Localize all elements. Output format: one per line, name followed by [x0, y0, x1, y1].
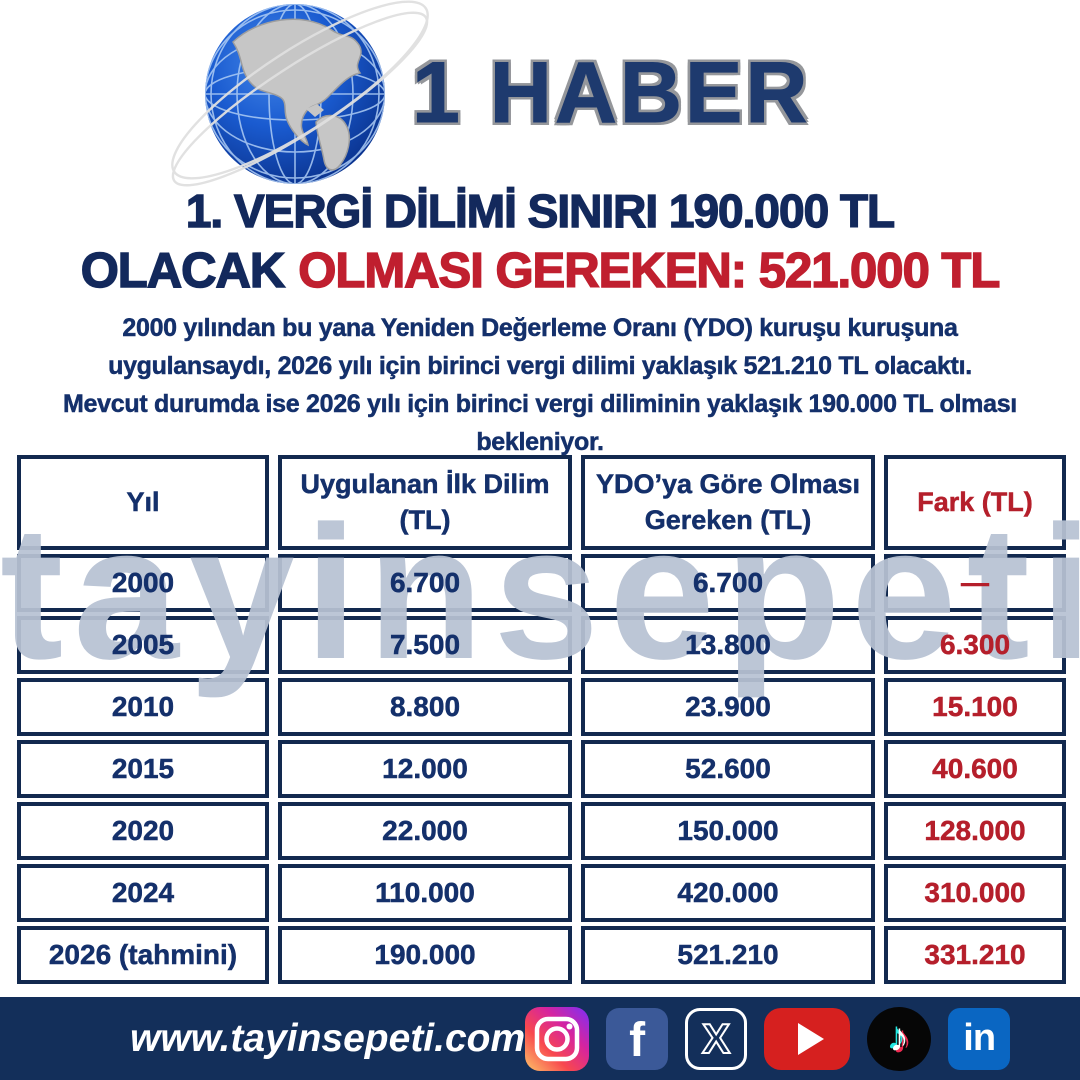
headline-line1: 1. VERGİ DİLİMİ SINIRI 190.000 TL — [185, 184, 896, 237]
value-cell-text: 128.000 — [924, 815, 1026, 847]
value-cell-text: 12.000 — [382, 753, 468, 785]
year-cell: 2020 — [17, 802, 269, 860]
value-cell: 110.000 — [278, 864, 572, 922]
headline-line2-prefix: OLACAK — [80, 243, 286, 299]
value-cell-text: 23.900 — [685, 691, 771, 723]
year-cell-text: 2005 — [111, 629, 175, 661]
facebook-glyph: f — [629, 1014, 646, 1067]
value-cell-text: 13.800 — [685, 629, 771, 661]
value-cell-text: — — [961, 567, 990, 599]
value-cell: 13.800 — [581, 616, 875, 674]
year-cell-text: 2010 — [111, 691, 175, 723]
value-cell: 15.100 — [884, 678, 1066, 736]
website-url[interactable]: www.tayinsepeti.com — [130, 1016, 526, 1060]
social-icons: f X ♪ in — [525, 1006, 1011, 1071]
column-header-text: Fark (TL) — [917, 486, 1033, 518]
value-cell: — — [884, 554, 1066, 612]
value-cell: 6.700 — [278, 554, 572, 612]
value-cell: 8.800 — [278, 678, 572, 736]
value-cell: 52.600 — [581, 740, 875, 798]
year-cell-text: 2015 — [111, 753, 175, 785]
value-cell: 128.000 — [884, 802, 1066, 860]
value-cell: 6.300 — [884, 616, 1066, 674]
value-cell: 22.000 — [278, 802, 572, 860]
linkedin-icon[interactable]: in — [948, 1007, 1011, 1070]
intro-line: uygulansaydı, 2026 yılı için birinci ver… — [108, 352, 973, 381]
value-cell: 331.210 — [884, 926, 1066, 984]
x-twitter-icon[interactable]: X — [685, 1007, 748, 1070]
headline: 1. VERGİ DİLİMİ SINIRI 190.000 TL OLACAK… — [0, 181, 1080, 301]
value-cell-text: 331.210 — [924, 939, 1026, 971]
value-cell-text: 40.600 — [932, 753, 1018, 785]
value-cell-text: 15.100 — [932, 691, 1018, 723]
intro-line: bekleniyor. — [476, 428, 604, 457]
value-cell: 190.000 — [278, 926, 572, 984]
value-cell-text: 521.210 — [677, 939, 779, 971]
column-header: Uygulanan İlk Dilim (TL) — [278, 455, 572, 550]
column-header: Fark (TL) — [884, 455, 1066, 550]
value-cell-text: 420.000 — [677, 877, 779, 909]
x-glyph: X — [701, 1014, 731, 1063]
globe-americas-icon — [171, 0, 429, 187]
linkedin-glyph: in — [963, 1017, 996, 1059]
year-cell-text: 2026 (tahmini) — [48, 939, 238, 971]
data-table: Yıl Uygulanan İlk Dilim (TL) YDO’ya Göre O… — [17, 455, 1066, 984]
headline-line2: OLACAK OLMASI GEREKEN: 521.000 TL — [0, 241, 1080, 301]
year-cell: 2010 — [17, 678, 269, 736]
value-cell-text: 190.000 — [374, 939, 476, 971]
value-cell-text: 150.000 — [677, 815, 779, 847]
headline-line2-highlight: OLMASI GEREKEN: 521.000 TL — [298, 243, 1002, 299]
brand-text: 1 HABER — [412, 45, 811, 142]
value-cell: 310.000 — [884, 864, 1066, 922]
column-header-text: Yıl — [126, 486, 160, 518]
column-header-text: YDO’ya Göre Olması Gereken (TL) — [595, 469, 861, 535]
instagram-icon[interactable] — [525, 1006, 590, 1071]
column-header: Yıl — [17, 455, 269, 550]
value-cell-text: 8.800 — [389, 691, 461, 723]
intro-line: 2000 yılından bu yana Yeniden Değerleme … — [122, 314, 958, 343]
value-cell-text: 7.500 — [389, 629, 461, 661]
facebook-icon[interactable]: f — [606, 1007, 669, 1070]
year-cell-text: 2000 — [111, 567, 175, 599]
value-cell-text: 6.300 — [939, 629, 1011, 661]
value-cell-text: 52.600 — [685, 753, 771, 785]
year-cell: 2000 — [17, 554, 269, 612]
play-icon — [797, 1022, 824, 1055]
value-cell-text: 6.700 — [692, 567, 764, 599]
tiktok-icon[interactable]: ♪ — [867, 1006, 932, 1071]
value-cell-text: 22.000 — [382, 815, 468, 847]
column-header: YDO’ya Göre Olması Gereken (TL) — [581, 455, 875, 550]
column-header-text: Uygulanan İlk Dilim (TL) — [300, 469, 550, 535]
value-cell: 6.700 — [581, 554, 875, 612]
music-note-icon: ♪ — [889, 1016, 910, 1060]
year-cell-text: 2024 — [111, 877, 175, 909]
intro-line: Mevcut durumda ise 2026 yılı için birinc… — [63, 390, 1018, 419]
value-cell: 23.900 — [581, 678, 875, 736]
value-cell-text: 310.000 — [924, 877, 1026, 909]
value-cell: 12.000 — [278, 740, 572, 798]
year-cell: 2024 — [17, 864, 269, 922]
value-cell: 7.500 — [278, 616, 572, 674]
year-cell-text: 2020 — [111, 815, 175, 847]
value-cell: 420.000 — [581, 864, 875, 922]
value-cell: 521.210 — [581, 926, 875, 984]
youtube-icon[interactable] — [764, 1007, 851, 1070]
footer-bar: www.tayinsepeti.com — [0, 997, 1080, 1080]
year-cell: 2026 (tahmini) — [17, 926, 269, 984]
year-cell: 2015 — [17, 740, 269, 798]
value-cell: 40.600 — [884, 740, 1066, 798]
year-cell: 2005 — [17, 616, 269, 674]
value-cell: 150.000 — [581, 802, 875, 860]
logo: 1 HABER — [171, 0, 811, 187]
intro-paragraph: 2000 yılından bu yana Yeniden Değerleme … — [0, 309, 1080, 461]
value-cell-text: 110.000 — [375, 877, 475, 909]
value-cell-text: 6.700 — [389, 567, 461, 599]
